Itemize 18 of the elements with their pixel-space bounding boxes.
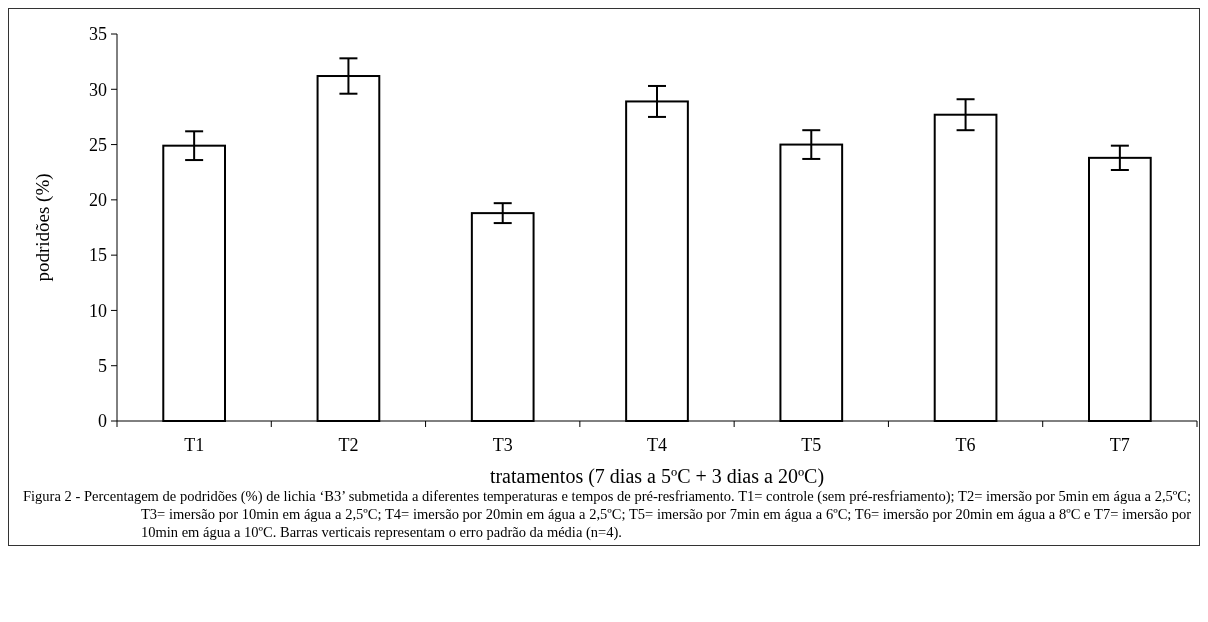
y-tick-label: 30 bbox=[89, 79, 107, 100]
y-tick-label: 25 bbox=[89, 134, 107, 155]
text: Figura 2 - Percentagem de podridões (%) de lichia ‘B3’ submetida a diferentes temperaturas e tempos de pré-resfriamento. T1= controle (sem pré-resfriamento); T2= imersão por 5min em água a 2,5ºC; T3= imersão por 10min em água a 2,5ºC; T4= imersão por 20min em água a 2,5ºC; T5= imersão por 7min em água a 6ºC; T6= imersão por 20min em água a 8ºC e T7= imersão por 10min em água a 10ºC. Barras verticais representam o erro padrão da média (n=4). bbox=[22, 487, 1192, 541]
x-tick-label: T4 bbox=[647, 435, 667, 455]
x-tick-label: T6 bbox=[955, 435, 976, 455]
x-tick-label: T3 bbox=[492, 435, 513, 455]
y-tick-label: 10 bbox=[89, 300, 107, 321]
x-tick-label: T1 bbox=[184, 435, 205, 455]
y-tick-label: 5 bbox=[98, 356, 107, 377]
y-axis-title: podridões (%) bbox=[32, 173, 54, 282]
x-tick-label: T7 bbox=[1109, 435, 1130, 455]
x-axis-title: tratamentos (7 dias a 5ºC + 3 dias a 20ºC) bbox=[489, 465, 825, 488]
y-tick-label: 15 bbox=[89, 245, 107, 266]
y-tick-label: 0 bbox=[98, 411, 107, 432]
x-tick-label: T5 bbox=[801, 435, 822, 455]
y-tick-label: 20 bbox=[89, 190, 107, 211]
x-tick-label: T2 bbox=[338, 435, 359, 455]
y-tick-label: 35 bbox=[89, 24, 107, 45]
